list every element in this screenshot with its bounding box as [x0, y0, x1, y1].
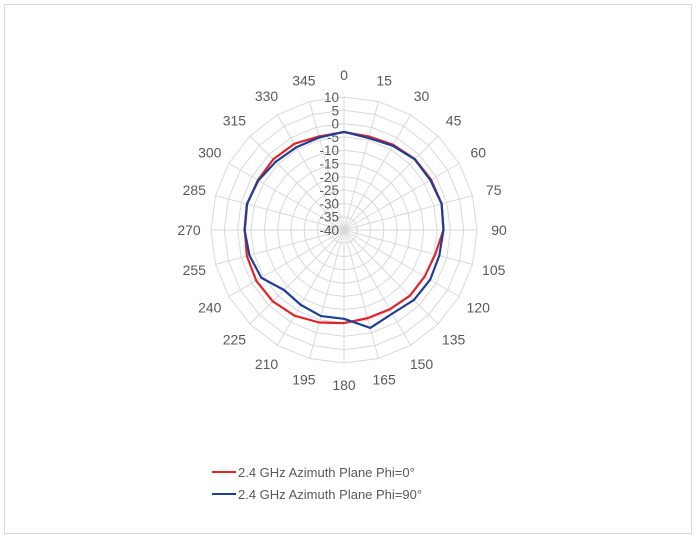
grid-spoke [277, 229, 345, 346]
grid-spoke [249, 135, 345, 231]
grid-spoke [343, 229, 460, 297]
r-tick-label: 5 [331, 103, 339, 118]
chart-frame: 10 5 0 -5 -10 -15 -20 -25 -30 -35 -40 0 15 30 45 60 75 9… [4, 4, 692, 534]
grid-spoke [228, 229, 345, 297]
angle-tick-label: 150 [410, 356, 434, 372]
grid-spoke [309, 101, 345, 231]
angle-tick-label: 90 [491, 222, 507, 238]
grid-spoke [343, 114, 411, 231]
grid-spoke [215, 195, 345, 231]
legend-label-phi90: 2.4 GHz Azimuth Plane Phi=90° [238, 486, 423, 502]
legend: 2.4 GHz Azimuth Plane Phi=0° 2.4 GHz Azi… [212, 461, 422, 505]
r-tick-label: -35 [319, 210, 339, 225]
angle-tick-label: 105 [482, 262, 506, 278]
angle-tick-label: 120 [467, 300, 491, 316]
grid-spoke [215, 229, 345, 265]
legend-swatch-phi0 [212, 471, 236, 473]
angle-tick-label: 60 [470, 145, 486, 161]
angle-tick-label: 330 [255, 88, 279, 104]
angle-tick-label: 195 [292, 372, 316, 388]
angle-tick-label: 135 [442, 332, 466, 348]
series-lines [243, 130, 445, 329]
r-tick-label: -40 [319, 223, 339, 238]
grid-spoke [343, 229, 379, 359]
grid-spoke [343, 163, 460, 231]
grid-spoke [343, 195, 473, 231]
angle-tick-label: 30 [414, 88, 430, 104]
angle-tick-label: 270 [177, 222, 201, 238]
angle-tick-label: 0 [340, 67, 348, 83]
r-tick-label: 0 [331, 117, 339, 132]
angle-tick-label: 45 [446, 112, 462, 128]
angle-tick-label: 255 [183, 262, 207, 278]
angle-tick-label: 300 [198, 145, 222, 161]
polar-grid [210, 96, 478, 364]
angle-tick-label: 285 [183, 182, 207, 198]
angle-tick-label: 75 [486, 182, 502, 198]
r-tick-label: 10 [324, 90, 339, 105]
grid-spoke [277, 114, 345, 231]
grid-spoke [343, 135, 439, 231]
legend-label-phi0: 2.4 GHz Azimuth Plane Phi=0° [238, 464, 415, 480]
angle-tick-label: 225 [223, 332, 247, 348]
r-tick-label: -15 [319, 157, 339, 172]
angle-tick-label: 315 [223, 112, 247, 128]
grid-spoke [228, 163, 345, 231]
legend-item-phi0[interactable]: 2.4 GHz Azimuth Plane Phi=0° [212, 461, 422, 483]
r-tick-label: -20 [319, 170, 339, 185]
angle-tick-label: 15 [376, 72, 392, 88]
angle-tick-label: 210 [255, 356, 279, 372]
grid-spoke [249, 229, 345, 325]
grid-spoke [343, 101, 379, 231]
angle-tick-label: 345 [292, 72, 316, 88]
grid-spoke [343, 229, 473, 265]
angle-tick-label: 165 [372, 372, 396, 388]
legend-item-phi90[interactable]: 2.4 GHz Azimuth Plane Phi=90° [212, 483, 422, 505]
r-tick-label: -25 [319, 183, 339, 198]
r-tick-label: -30 [319, 196, 339, 211]
legend-swatch-phi90 [212, 493, 236, 495]
angle-tick-label: 180 [332, 377, 356, 393]
grid-spoke [343, 229, 439, 325]
grid-spoke [343, 229, 411, 346]
r-tick-label: -10 [319, 143, 339, 158]
series-line-phi90 [243, 130, 445, 329]
angle-tick-label: 240 [198, 300, 222, 316]
grid-spoke [309, 229, 345, 359]
